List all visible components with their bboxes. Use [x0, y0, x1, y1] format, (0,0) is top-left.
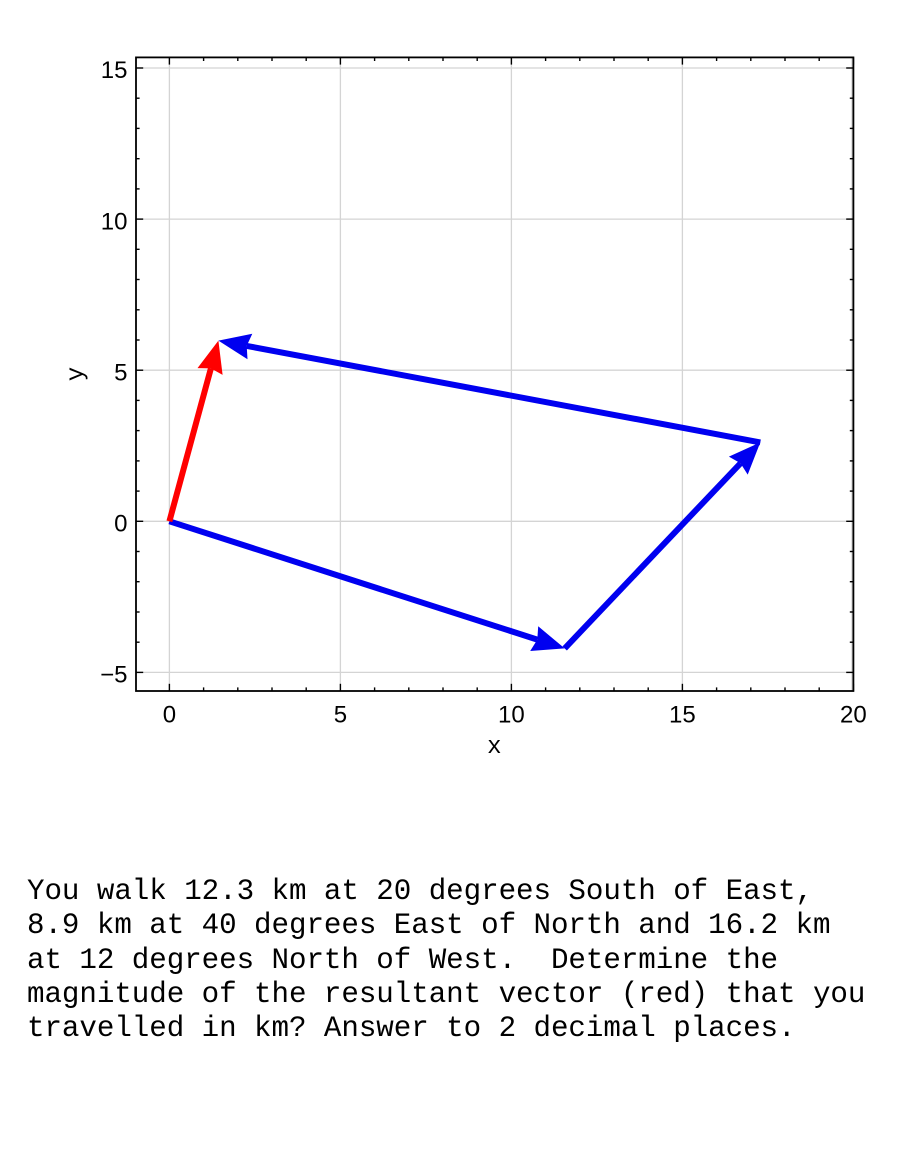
svg-text:10: 10 — [101, 208, 128, 235]
svg-text:0: 0 — [114, 511, 127, 538]
svg-text:5: 5 — [114, 359, 127, 386]
svg-text:10: 10 — [498, 702, 525, 729]
svg-text:0: 0 — [163, 702, 176, 729]
svg-text:15: 15 — [669, 702, 696, 729]
svg-text:−5: −5 — [100, 662, 127, 689]
svg-text:5: 5 — [334, 702, 347, 729]
svg-text:y: y — [63, 367, 90, 381]
svg-text:15: 15 — [101, 57, 128, 84]
svg-text:20: 20 — [840, 702, 867, 729]
svg-text:x: x — [487, 734, 501, 761]
